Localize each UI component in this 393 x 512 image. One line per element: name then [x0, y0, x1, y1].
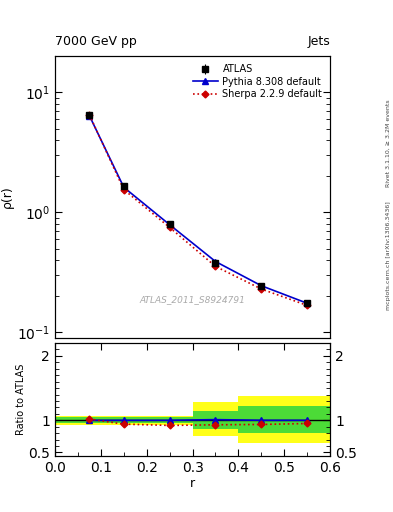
- Text: mcplots.cern.ch [arXiv:1306.3436]: mcplots.cern.ch [arXiv:1306.3436]: [386, 202, 391, 310]
- Pythia 8.308 default: [259, 283, 264, 289]
- Text: ATLAS_2011_S8924791: ATLAS_2011_S8924791: [140, 295, 246, 304]
- Pythia 8.308 default: [213, 259, 218, 265]
- Line: Pythia 8.308 default: Pythia 8.308 default: [86, 113, 310, 306]
- Line: Sherpa 2.2.9 default: Sherpa 2.2.9 default: [87, 113, 310, 308]
- Sherpa 2.2.9 default: [259, 286, 264, 292]
- X-axis label: r: r: [190, 477, 195, 490]
- Sherpa 2.2.9 default: [121, 186, 126, 193]
- Sherpa 2.2.9 default: [305, 302, 310, 308]
- Text: Rivet 3.1.10, ≥ 3.2M events: Rivet 3.1.10, ≥ 3.2M events: [386, 99, 391, 187]
- Y-axis label: Ratio to ATLAS: Ratio to ATLAS: [15, 364, 26, 435]
- Pythia 8.308 default: [87, 113, 92, 119]
- Y-axis label: ρ(r): ρ(r): [1, 186, 14, 208]
- Legend: ATLAS, Pythia 8.308 default, Sherpa 2.2.9 default: ATLAS, Pythia 8.308 default, Sherpa 2.2.…: [190, 61, 325, 102]
- Pythia 8.308 default: [167, 222, 172, 228]
- Sherpa 2.2.9 default: [213, 263, 218, 269]
- Pythia 8.308 default: [121, 184, 126, 190]
- Sherpa 2.2.9 default: [87, 112, 92, 118]
- Text: 7000 GeV pp: 7000 GeV pp: [55, 35, 137, 48]
- Pythia 8.308 default: [305, 300, 310, 306]
- Text: Jets: Jets: [307, 35, 330, 48]
- Sherpa 2.2.9 default: [167, 224, 172, 230]
